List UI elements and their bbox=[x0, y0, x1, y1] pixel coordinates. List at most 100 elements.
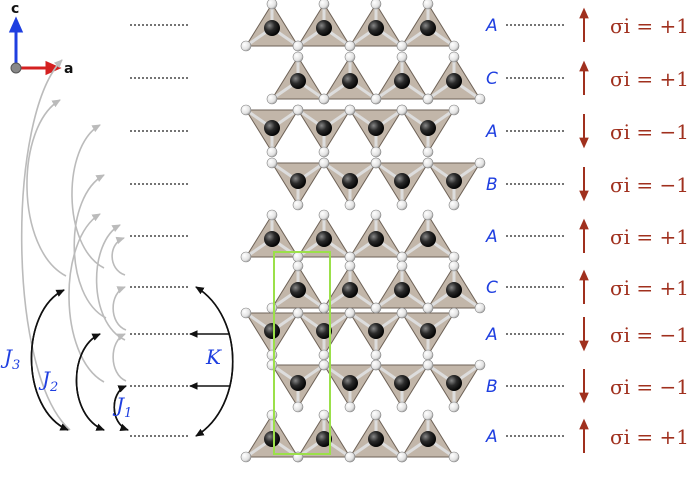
ligand-atom bbox=[448, 40, 460, 52]
sigma-value: σi = −1 bbox=[610, 173, 689, 197]
ligand-atom bbox=[370, 0, 382, 10]
ligand-atom bbox=[396, 401, 408, 413]
sigma-value: σi = −1 bbox=[610, 375, 689, 399]
central-atom bbox=[368, 323, 384, 339]
ligand-atom bbox=[370, 359, 382, 371]
j3-arrow bbox=[30, 289, 69, 431]
central-atom bbox=[394, 375, 410, 391]
ligand-atom bbox=[292, 260, 304, 272]
central-atom bbox=[264, 323, 280, 339]
central-atom bbox=[264, 431, 280, 447]
ligand-atom bbox=[292, 199, 304, 211]
ligand-atom bbox=[474, 359, 486, 371]
ligand-atom bbox=[318, 302, 330, 314]
ligand-atom bbox=[344, 51, 356, 63]
ligand-atom bbox=[370, 93, 382, 105]
central-atom bbox=[290, 282, 306, 298]
ligand-atom bbox=[422, 146, 434, 158]
ligand-atom bbox=[370, 349, 382, 361]
sigma-value: σi = +1 bbox=[610, 67, 689, 91]
ligand-atom bbox=[266, 157, 278, 169]
stacking-letter: B bbox=[486, 175, 498, 195]
ligand-atom bbox=[448, 451, 460, 463]
j3-label: J3 bbox=[0, 345, 20, 373]
k-arrow-return bbox=[195, 286, 234, 437]
ligand-atom bbox=[344, 260, 356, 272]
sigma-value: σi = −1 bbox=[610, 323, 689, 347]
ligand-atom bbox=[318, 209, 330, 221]
ligand-atom bbox=[448, 104, 460, 116]
central-atom bbox=[342, 375, 358, 391]
ligand-atom bbox=[396, 251, 408, 263]
j1-arrow-faded bbox=[111, 236, 126, 276]
j2-arrow-faded bbox=[73, 174, 107, 319]
central-atom bbox=[316, 231, 332, 247]
ligand-atom bbox=[422, 209, 434, 221]
ligand-atom bbox=[370, 146, 382, 158]
central-atom bbox=[446, 173, 462, 189]
ligand-atom bbox=[318, 359, 330, 371]
ligand-atom bbox=[474, 157, 486, 169]
j1-label: J1 bbox=[112, 393, 132, 421]
ligand-atom bbox=[318, 409, 330, 421]
stacking-letter: A bbox=[485, 427, 498, 447]
coupling-labels: J3 J2 J1 K bbox=[0, 345, 222, 421]
sigma-value: σi = +1 bbox=[610, 14, 689, 38]
central-atom bbox=[446, 73, 462, 89]
interaction-arrows bbox=[20, 59, 234, 437]
central-atom bbox=[420, 431, 436, 447]
sigma-value: σi = +1 bbox=[610, 276, 689, 300]
ligand-atom bbox=[448, 251, 460, 263]
ligand-atom bbox=[240, 251, 252, 263]
central-atom bbox=[342, 73, 358, 89]
ligand-atom bbox=[448, 307, 460, 319]
central-atom bbox=[368, 20, 384, 36]
ligand-atom bbox=[240, 307, 252, 319]
ligand-atom bbox=[422, 302, 434, 314]
j1-arrow-faded bbox=[112, 333, 127, 382]
stacking-letter: C bbox=[486, 69, 498, 89]
ligand-atom bbox=[474, 93, 486, 105]
stacking-letter: A bbox=[485, 16, 498, 36]
j3-arrow-faded bbox=[20, 59, 71, 431]
sigma-value: σi = +1 bbox=[610, 225, 689, 249]
ligand-atom bbox=[344, 40, 356, 52]
central-atom bbox=[394, 282, 410, 298]
ligand-atom bbox=[344, 401, 356, 413]
ligand-atom bbox=[448, 401, 460, 413]
k-label: K bbox=[205, 345, 222, 369]
central-atom bbox=[420, 120, 436, 136]
j2-arrow-faded bbox=[95, 224, 126, 341]
ligand-atom bbox=[318, 146, 330, 158]
central-atom bbox=[342, 173, 358, 189]
ligand-atom bbox=[292, 401, 304, 413]
ligand-atom bbox=[292, 104, 304, 116]
ligand-atom bbox=[266, 359, 278, 371]
ligand-atom bbox=[448, 199, 460, 211]
ligand-atom bbox=[396, 199, 408, 211]
a-axis-label: a bbox=[64, 61, 73, 77]
ligand-atom bbox=[344, 199, 356, 211]
crystal-structure bbox=[240, 0, 486, 463]
ligand-atom bbox=[370, 157, 382, 169]
ligand-atom bbox=[266, 209, 278, 221]
ligand-atom bbox=[266, 409, 278, 421]
central-atom bbox=[290, 73, 306, 89]
ligand-atom bbox=[422, 359, 434, 371]
central-atom bbox=[290, 375, 306, 391]
central-atom bbox=[420, 20, 436, 36]
central-atom bbox=[446, 282, 462, 298]
j2-arrow-return bbox=[75, 333, 105, 431]
j3-arrow-return bbox=[30, 289, 69, 431]
ligand-atom bbox=[370, 209, 382, 221]
ligand-atom bbox=[318, 157, 330, 169]
ligand-atom bbox=[292, 51, 304, 63]
ligand-atom bbox=[292, 307, 304, 319]
stacking-letter: A bbox=[485, 122, 498, 142]
